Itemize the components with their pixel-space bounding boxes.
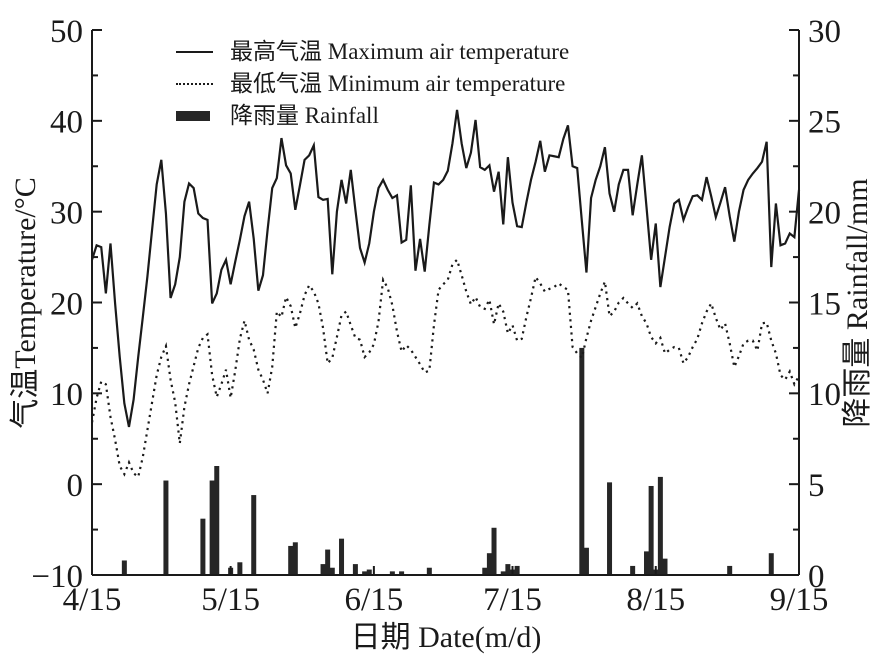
rainfall-bar: [320, 564, 326, 575]
rainfall-bar: [399, 571, 405, 575]
rainfall-bar: [214, 466, 220, 575]
y-left-tick-label: 50: [50, 14, 83, 50]
legend-item-max-temp: 最高气温 Maximum air temperature: [176, 36, 569, 68]
y-right-tick-label: 0: [808, 559, 825, 595]
rainfall-bar: [329, 567, 335, 575]
rainfall-bar: [325, 549, 331, 575]
rainfall-bar: [237, 562, 243, 575]
rainfall-bar: [500, 571, 506, 575]
legend-item-min-temp: 最低气温 Minimum air temperature: [176, 68, 569, 100]
x-tick-label: 6/15: [345, 582, 404, 618]
y-left-tick-label: 20: [50, 286, 83, 322]
legend-label-max-temp: 最高气温 Maximum air temperature: [230, 39, 570, 64]
rainfall-bar: [607, 482, 613, 575]
y-right-tick-label: 30: [808, 14, 841, 50]
rainfall-bar: [209, 480, 215, 575]
rainfall-bar: [727, 565, 733, 575]
rainfall-bar: [163, 480, 169, 575]
rainfall-bar: [644, 551, 650, 575]
x-tick-label: 5/15: [201, 582, 260, 618]
rainfall-bar: [486, 553, 492, 575]
x-tick-label: 4/15: [63, 582, 122, 618]
rainfall-bar: [514, 565, 520, 575]
rainfall-bar: [583, 547, 589, 575]
max-temperature-line: [90, 109, 801, 428]
legend: 最高气温 Maximum air temperature 最低气温 Minimu…: [176, 36, 569, 132]
rainfall-bar: [362, 571, 368, 575]
min-temperature-line: [90, 257, 800, 479]
x-tick-label: 9/15: [770, 582, 829, 618]
legend-item-rainfall: 降雨量 Rainfall: [176, 100, 569, 132]
rainfall-bar: [352, 564, 358, 575]
legend-label-rainfall: 降雨量 Rainfall: [230, 103, 379, 128]
y-left-tick-label: 40: [50, 105, 83, 141]
rainfall-bar: [482, 567, 488, 575]
right-axis-title: 降雨量 Rainfall/mm: [841, 178, 874, 428]
rainfall-bar: [630, 565, 636, 575]
left-axis-title: 气温Temperature/°C: [9, 177, 42, 429]
dotted-line-swatch-icon: [176, 83, 213, 85]
rainfall-bar: [662, 558, 668, 575]
rainfall-bar: [292, 542, 298, 575]
y-left-tick-label: 10: [50, 377, 83, 413]
rainfall-bar: [200, 518, 206, 575]
y-left-tick-label: −10: [31, 559, 83, 595]
rainfall-bar: [288, 545, 294, 575]
solid-line-swatch-icon: [176, 51, 213, 53]
rainfall-bar: [426, 567, 432, 575]
legend-label-min-temp: 最低气温 Minimum air temperature: [230, 71, 566, 96]
rainfall-bar: [251, 495, 257, 575]
y-right-tick-label: 15: [808, 286, 841, 322]
rainfall-bar: [121, 560, 127, 575]
rainfall-bar: [366, 569, 372, 575]
rainfall-bar: [768, 553, 774, 575]
rainfall-bar: [491, 527, 497, 575]
rainfall-bar: [648, 485, 654, 575]
y-left-tick-label: 30: [50, 196, 83, 232]
y-right-tick-label: 25: [808, 105, 841, 141]
x-tick-label: 7/15: [483, 582, 542, 618]
rainfall-bar: [339, 538, 345, 575]
filled-bar-swatch-icon: [176, 111, 210, 121]
rainfall-bar: [657, 476, 663, 575]
rainfall-bar: [579, 347, 585, 575]
x-axis-title: 日期 Date(m/d): [350, 621, 542, 654]
y-right-tick-label: 10: [808, 377, 841, 413]
rainfall-bar: [505, 564, 511, 575]
y-right-tick-label: 5: [808, 468, 825, 504]
rainfall-bar: [389, 571, 395, 575]
y-right-tick-label: 20: [808, 196, 841, 232]
y-left-tick-label: 0: [67, 468, 84, 504]
x-tick-label: 8/15: [626, 582, 685, 618]
